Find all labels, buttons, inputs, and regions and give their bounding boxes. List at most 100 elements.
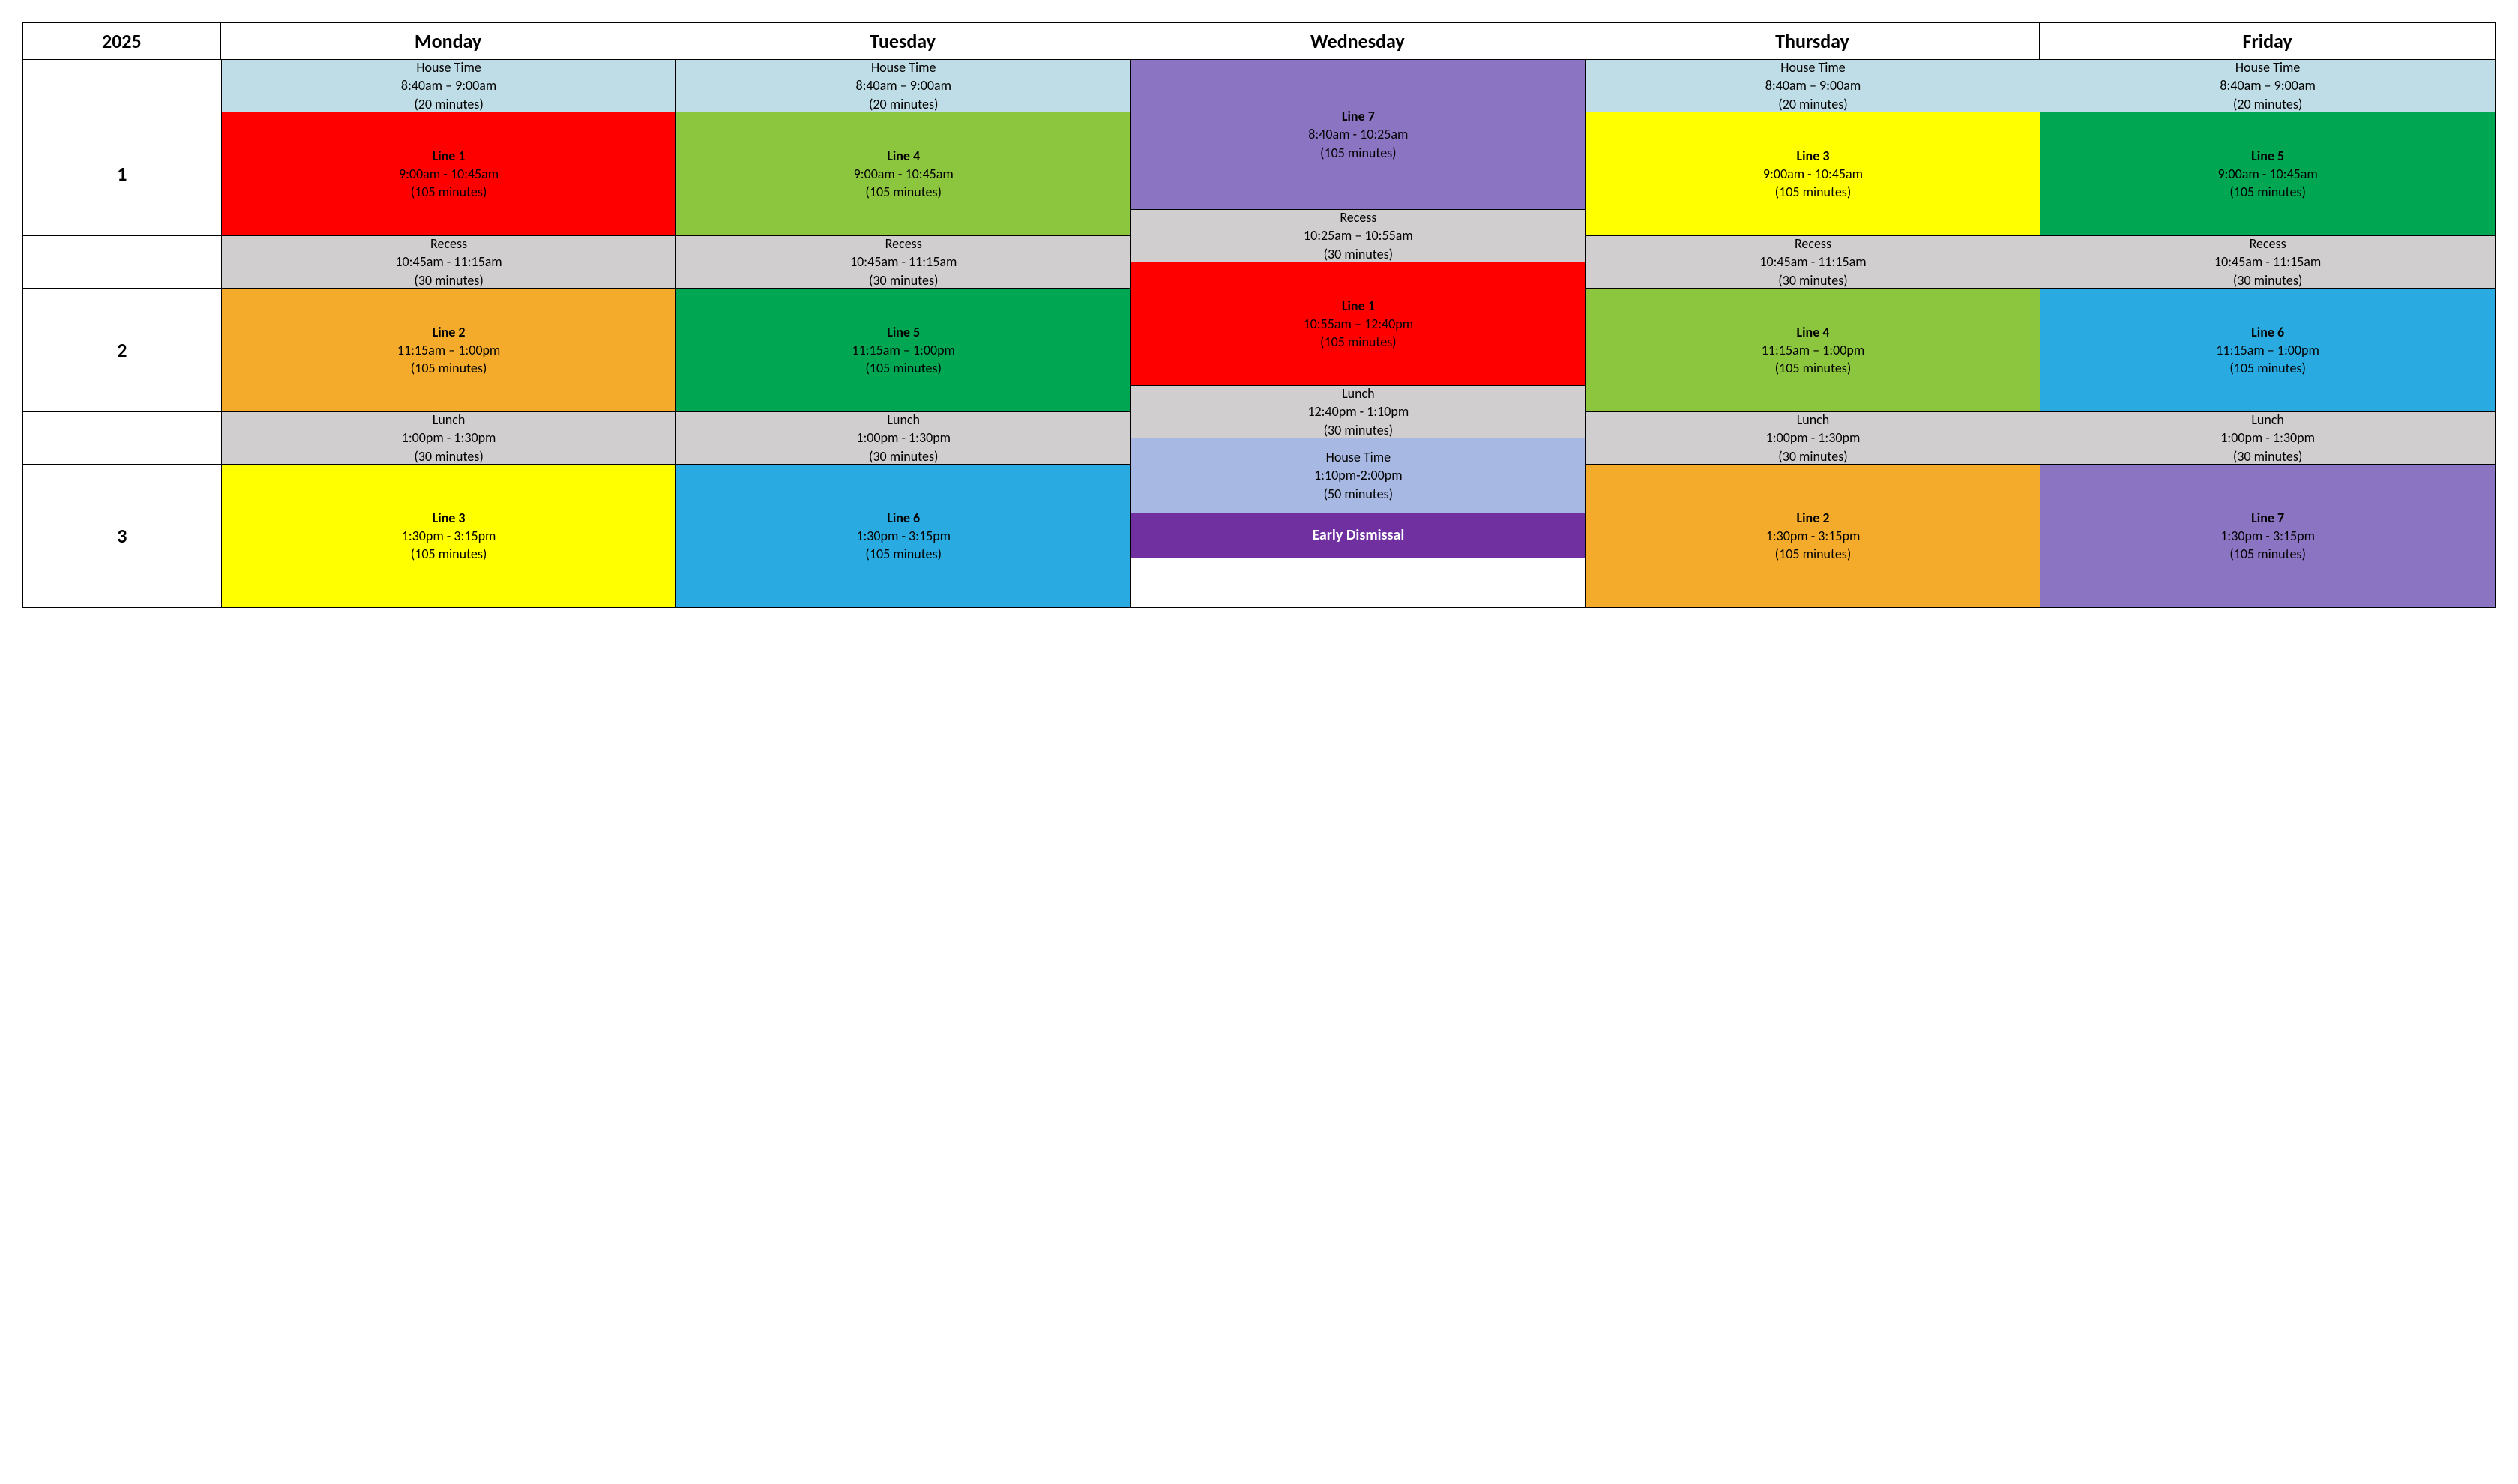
fri-house-time: House Time 8:40am – 9:00am (20 minutes) bbox=[2040, 60, 2495, 112]
cell-time: 10:45am - 11:15am bbox=[1759, 253, 1866, 271]
cell-title: Line 1 bbox=[433, 147, 466, 165]
cell-time: 10:25am – 10:55am bbox=[1304, 226, 1413, 244]
cell-title: House Time bbox=[1326, 448, 1391, 466]
cell-title: Line 5 bbox=[887, 323, 920, 341]
cell-duration: (50 minutes) bbox=[1324, 485, 1394, 503]
cell-title: Line 7 bbox=[1342, 107, 1375, 125]
cell-time: 1:30pm - 3:15pm bbox=[1766, 527, 1861, 545]
thu-recess: Recess 10:45am - 11:15am (30 minutes) bbox=[1586, 236, 2040, 289]
cell-duration: (105 minutes) bbox=[411, 545, 487, 563]
cell-title: Line 4 bbox=[887, 147, 920, 165]
cell-title: Recess bbox=[1795, 235, 1831, 253]
session-label-2: 2 bbox=[23, 289, 221, 412]
cell-time: 1:30pm - 3:15pm bbox=[2220, 527, 2315, 545]
cell-title: Recess bbox=[430, 235, 467, 253]
cell-duration: (30 minutes) bbox=[869, 271, 939, 289]
day-header-fri: Friday bbox=[2040, 23, 2495, 59]
cell-time: 10:45am - 11:15am bbox=[395, 253, 502, 271]
cell-time: 11:15am – 1:00pm bbox=[852, 341, 954, 359]
cell-title: Lunch bbox=[433, 411, 466, 429]
cell-title: House Time bbox=[871, 58, 936, 76]
day-header-wed: Wednesday bbox=[1130, 23, 1585, 59]
friday-column: House Time 8:40am – 9:00am (20 minutes) … bbox=[2040, 60, 2495, 607]
cell-time: 1:00pm - 1:30pm bbox=[1766, 429, 1861, 447]
cell-duration: (105 minutes) bbox=[1775, 183, 1852, 201]
label-blank-house bbox=[23, 60, 221, 112]
day-header-mon: Monday bbox=[221, 23, 676, 59]
cell-time: 11:15am – 1:00pm bbox=[1762, 341, 1864, 359]
cell-title: Line 3 bbox=[433, 509, 466, 527]
wed-lunch: Lunch 12:40pm - 1:10pm (30 minutes) bbox=[1131, 386, 1585, 438]
cell-title: Lunch bbox=[1342, 384, 1375, 402]
year-header: 2025 bbox=[23, 23, 221, 59]
cell-time: 11:15am – 1:00pm bbox=[2216, 341, 2319, 359]
wed-blank bbox=[1131, 558, 1585, 607]
cell-time: 9:00am - 10:45am bbox=[1763, 165, 1863, 183]
cell-time: 10:45am - 11:15am bbox=[2214, 253, 2321, 271]
cell-duration: (30 minutes) bbox=[1778, 447, 1848, 465]
wed-early-dismissal: Early Dismissal bbox=[1131, 513, 1585, 558]
thu-lunch: Lunch 1:00pm - 1:30pm (30 minutes) bbox=[1586, 412, 2040, 465]
label-blank-lunch bbox=[23, 412, 221, 465]
cell-title: Lunch bbox=[2251, 411, 2284, 429]
cell-duration: (105 minutes) bbox=[411, 183, 487, 201]
cell-title: House Time bbox=[1780, 58, 1845, 76]
cell-duration: (30 minutes) bbox=[2233, 447, 2303, 465]
cell-duration: (105 minutes) bbox=[865, 545, 942, 563]
fri-lunch: Lunch 1:00pm - 1:30pm (30 minutes) bbox=[2040, 412, 2495, 465]
cell-time: 1:00pm - 1:30pm bbox=[402, 429, 496, 447]
cell-time: 1:30pm - 3:15pm bbox=[402, 527, 496, 545]
fri-recess: Recess 10:45am - 11:15am (30 minutes) bbox=[2040, 236, 2495, 289]
monday-column: House Time 8:40am – 9:00am (20 minutes) … bbox=[221, 60, 676, 607]
timetable-body: 1 2 3 House Time 8:40am – 9:00am (20 min… bbox=[23, 60, 2495, 607]
day-header-tue: Tuesday bbox=[675, 23, 1130, 59]
fri-session-3: Line 7 1:30pm - 3:15pm (105 minutes) bbox=[2040, 465, 2495, 607]
cell-title: Line 7 bbox=[2251, 509, 2284, 527]
tue-lunch: Lunch 1:00pm - 1:30pm (30 minutes) bbox=[676, 412, 1130, 465]
fri-session-2: Line 6 11:15am – 1:00pm (105 minutes) bbox=[2040, 289, 2495, 412]
cell-duration: (30 minutes) bbox=[414, 447, 484, 465]
fri-session-1: Line 5 9:00am - 10:45am (105 minutes) bbox=[2040, 112, 2495, 236]
cell-duration: (20 minutes) bbox=[869, 95, 939, 113]
cell-time: 8:40am – 9:00am bbox=[401, 76, 496, 94]
cell-duration: (20 minutes) bbox=[414, 95, 484, 113]
cell-time: 12:40pm - 1:10pm bbox=[1307, 402, 1409, 420]
thu-session-3: Line 2 1:30pm - 3:15pm (105 minutes) bbox=[1586, 465, 2040, 607]
cell-time: 1:00pm - 1:30pm bbox=[856, 429, 951, 447]
tue-recess: Recess 10:45am - 11:15am (30 minutes) bbox=[676, 236, 1130, 289]
mon-recess: Recess 10:45am - 11:15am (30 minutes) bbox=[222, 236, 676, 289]
cell-title: Lunch bbox=[1797, 411, 1830, 429]
thursday-column: House Time 8:40am – 9:00am (20 minutes) … bbox=[1585, 60, 2040, 607]
cell-duration: (30 minutes) bbox=[2233, 271, 2303, 289]
cell-duration: (20 minutes) bbox=[2233, 95, 2303, 113]
cell-time: 8:40am – 9:00am bbox=[2220, 76, 2315, 94]
cell-duration: (20 minutes) bbox=[1778, 95, 1848, 113]
thu-session-2: Line 4 11:15am – 1:00pm (105 minutes) bbox=[1586, 289, 2040, 412]
cell-duration: (30 minutes) bbox=[1324, 421, 1394, 439]
cell-title: Line 1 bbox=[1342, 297, 1375, 315]
cell-time: 10:55am – 12:40pm bbox=[1304, 315, 1414, 333]
cell-time: 8:40am – 9:00am bbox=[855, 76, 951, 94]
cell-title: Recess bbox=[885, 235, 922, 253]
tue-session-2: Line 5 11:15am – 1:00pm (105 minutes) bbox=[676, 289, 1130, 412]
cell-title: Line 4 bbox=[1797, 323, 1830, 341]
cell-duration: (30 minutes) bbox=[1324, 245, 1394, 263]
cell-time: 1:10pm-2:00pm bbox=[1314, 466, 1403, 484]
cell-duration: (105 minutes) bbox=[865, 359, 942, 377]
cell-title: Lunch bbox=[887, 411, 920, 429]
cell-time: 9:00am - 10:45am bbox=[854, 165, 954, 183]
cell-title: House Time bbox=[2235, 58, 2300, 76]
header-row: 2025 Monday Tuesday Wednesday Thursday F… bbox=[23, 23, 2495, 60]
cell-duration: (105 minutes) bbox=[1775, 545, 1852, 563]
tue-session-3: Line 6 1:30pm - 3:15pm (105 minutes) bbox=[676, 465, 1130, 607]
cell-time: 9:00am - 10:45am bbox=[2218, 165, 2318, 183]
tuesday-column: House Time 8:40am – 9:00am (20 minutes) … bbox=[675, 60, 1130, 607]
mon-session-3: Line 3 1:30pm - 3:15pm (105 minutes) bbox=[222, 465, 676, 607]
day-header-thu: Thursday bbox=[1585, 23, 2040, 59]
cell-title: Line 2 bbox=[1797, 509, 1830, 527]
cell-title: Recess bbox=[2250, 235, 2286, 253]
cell-title: House Time bbox=[416, 58, 481, 76]
tue-session-1: Line 4 9:00am - 10:45am (105 minutes) bbox=[676, 112, 1130, 236]
wed-recess: Recess 10:25am – 10:55am (30 minutes) bbox=[1131, 210, 1585, 262]
cell-duration: (30 minutes) bbox=[869, 447, 939, 465]
